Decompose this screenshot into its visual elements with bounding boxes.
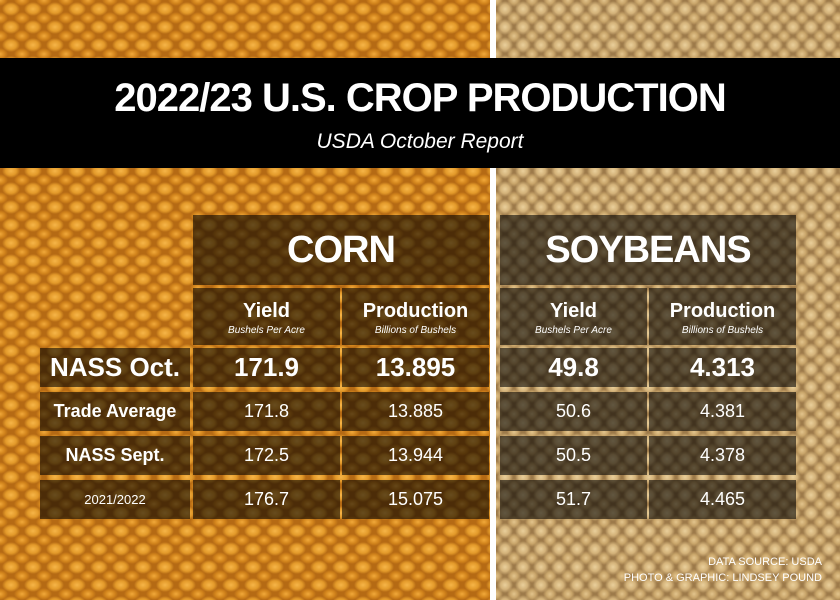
column-unit: Billions of Bushels	[374, 325, 457, 336]
table-cell: 15.075	[342, 480, 489, 519]
table-cell: 171.8	[193, 392, 340, 431]
table-cell: 4.381	[649, 392, 796, 431]
table-cell: 50.5	[500, 436, 647, 475]
table-cell: 50.6	[500, 392, 647, 431]
column-label: Production	[362, 300, 469, 322]
column-label: Yield	[549, 300, 598, 322]
subtitle: USDA October Report	[316, 130, 524, 153]
table-cell: 172.5	[193, 436, 340, 475]
column-unit: Billions of Bushels	[681, 325, 764, 336]
table-cell: 4.465	[649, 480, 796, 519]
table-cell: 51.7	[500, 480, 647, 519]
table-cell: 13.944	[342, 436, 489, 475]
row-label: 2021/2022	[40, 480, 190, 519]
column-header: Yield Bushels Per Acre	[193, 288, 340, 345]
table-cell: 176.7	[193, 480, 340, 519]
row-label: NASS Sept.	[40, 436, 190, 475]
table-cell: 49.8	[500, 348, 647, 387]
group-header: CORN	[193, 215, 489, 285]
row-label: Trade Average	[40, 392, 190, 431]
title-banner: 2022/23 U.S. CROP PRODUCTION USDA Octobe…	[0, 58, 840, 168]
table-cell: 13.885	[342, 392, 489, 431]
table-cell: 171.9	[193, 348, 340, 387]
column-label: Production	[669, 300, 776, 322]
column-header: Production Billions of Bushels	[342, 288, 489, 345]
column-unit: Bushels Per Acre	[228, 325, 305, 336]
table-cell: 4.313	[649, 348, 796, 387]
column-header: Yield Bushels Per Acre	[500, 288, 647, 345]
row-label: NASS Oct.	[40, 348, 190, 387]
table-cell: 4.378	[649, 436, 796, 475]
table-cell: 13.895	[342, 348, 489, 387]
title: 2022/23 U.S. CROP PRODUCTION	[114, 76, 726, 120]
column-unit: Bushels Per Acre	[535, 325, 612, 336]
group-header: SOYBEANS	[500, 215, 796, 285]
column-label: Yield	[242, 300, 291, 322]
credit: PHOTO & GRAPHIC: LINDSEY POUND	[623, 572, 822, 584]
source: DATA SOURCE: USDA	[708, 556, 822, 568]
column-header: Production Billions of Bushels	[649, 288, 796, 345]
